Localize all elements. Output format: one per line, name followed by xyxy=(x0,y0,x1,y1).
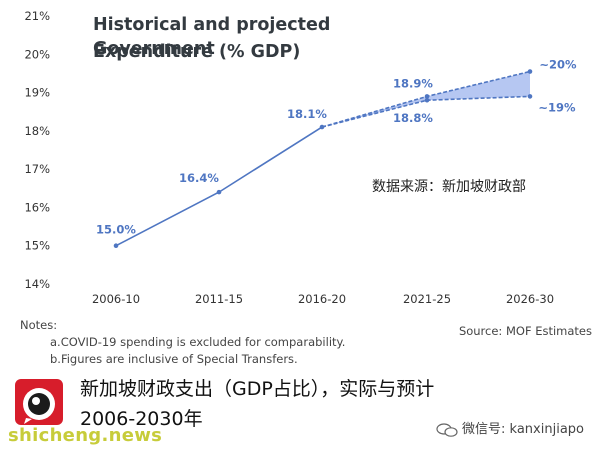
data-point xyxy=(424,97,430,103)
data-label: 18.9% xyxy=(393,76,433,90)
y-tick-label: 18% xyxy=(24,124,50,138)
data-point xyxy=(527,94,533,99)
data-labels: 15.0% 16.4% 18.1% 18.9% 18.8% ~20% ~19% xyxy=(96,58,577,237)
wechat-id-text: 微信号: kanxinjiapo xyxy=(462,422,584,437)
y-tick-label: 20% xyxy=(24,47,50,61)
x-axis: 2006-10 2011-15 2016-20 2021-25 2026-30 xyxy=(92,292,554,306)
watermark: shicheng.news xyxy=(8,425,163,446)
chart-title-line2: Expenditure (% GDP) xyxy=(93,42,301,62)
y-tick-label: 19% xyxy=(24,86,50,100)
y-tick-label: 16% xyxy=(24,200,50,214)
caption-line1: 新加坡财政支出（GDP占比），实际与预计 xyxy=(80,378,435,400)
y-tick-label: 21% xyxy=(24,9,50,23)
wechat-id: 微信号: kanxinjiapo xyxy=(436,418,584,437)
figure-caption: 新加坡财政支出（GDP占比），实际与预计 2006-2030年 xyxy=(80,374,434,434)
actual-line xyxy=(115,126,323,247)
data-point xyxy=(527,69,533,74)
x-tick-label: 2026-30 xyxy=(506,292,554,306)
y-tick-label: 17% xyxy=(24,162,50,176)
chinese-source-note: 数据来源：新加坡财政部 xyxy=(372,179,526,195)
data-point xyxy=(319,124,325,130)
caption-line2: 2006-2030年 xyxy=(80,408,203,430)
notes-heading: Notes: xyxy=(20,318,58,332)
x-tick-label: 2016-20 xyxy=(298,292,346,306)
shicheng-logo-icon xyxy=(15,379,63,425)
data-label: ~19% xyxy=(538,100,576,114)
note-a: a.COVID-19 spending is excluded for comp… xyxy=(50,335,346,349)
data-point xyxy=(113,243,119,249)
wechat-icon xyxy=(436,422,458,437)
y-axis: 14% 15% 16% 17% 18% 19% 20% 21% xyxy=(24,9,50,291)
data-points xyxy=(113,69,533,249)
notes: Notes: a.COVID-19 spending is excluded f… xyxy=(20,317,345,368)
y-tick-label: 14% xyxy=(24,277,50,291)
chart-title-line1: Historical and projected Government xyxy=(93,15,331,59)
data-label: 15.0% xyxy=(96,223,136,237)
source-note: Source: MOF Estimates xyxy=(458,324,592,338)
data-label: ~20% xyxy=(539,58,577,72)
x-tick-label: 2006-10 xyxy=(92,292,140,306)
x-tick-label: 2011-15 xyxy=(195,292,243,306)
y-tick-label: 15% xyxy=(24,239,50,253)
x-tick-label: 2021-25 xyxy=(403,292,451,306)
data-point xyxy=(424,94,430,99)
data-label: 18.8% xyxy=(393,111,433,125)
data-label: 16.4% xyxy=(179,171,219,185)
data-point xyxy=(216,189,222,195)
data-label: 18.1% xyxy=(287,107,327,121)
note-b: b.Figures are inclusive of Special Trans… xyxy=(50,352,298,366)
